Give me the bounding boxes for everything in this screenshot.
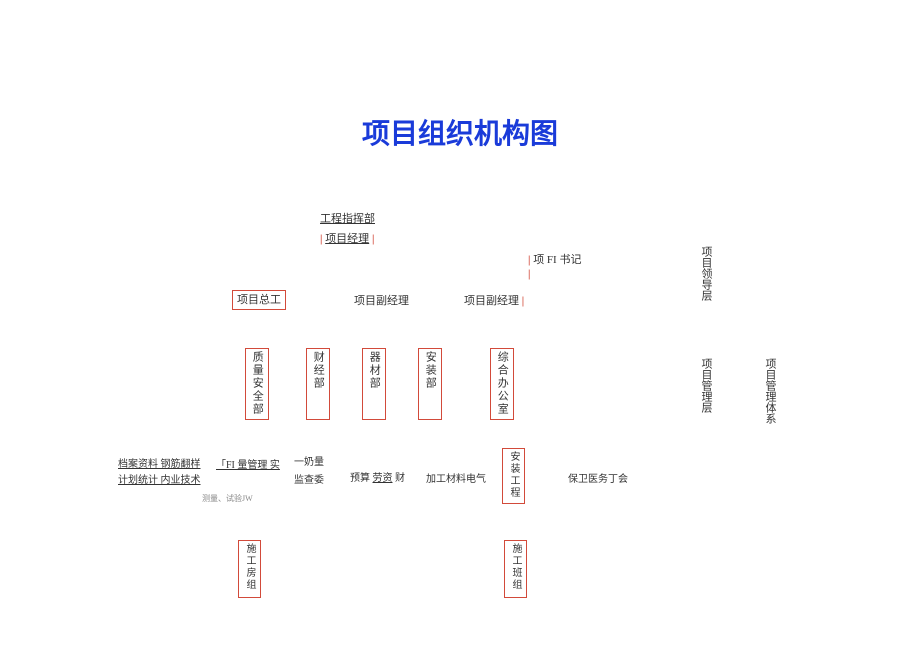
node-pm: | 项目经理 |: [320, 232, 374, 246]
bottom-team-1: 施工房组: [238, 540, 261, 598]
dept-office: 综合办公室: [490, 348, 514, 420]
func-milk: 一奶量: [294, 456, 324, 469]
func-plan: 计划统计 内业技术: [118, 474, 201, 487]
dept-equipment: 器材部: [362, 348, 386, 420]
func-material: 加工材料电气: [426, 473, 486, 486]
node-secretary: | 项 FI 书记 |: [528, 253, 581, 282]
side-management: 项目管理层: [698, 358, 714, 413]
dept-finance: 财经部: [306, 348, 330, 420]
node-command: 工程指挥部: [320, 212, 375, 226]
func-measure: 测量、试验JW: [202, 494, 253, 504]
func-install-eng: 安装工程: [502, 448, 525, 504]
node-chief: 项目总工: [232, 290, 286, 310]
dept-quality: 质量安全部: [245, 348, 269, 420]
func-budget: 预算 劳资 财: [350, 472, 405, 485]
func-security: 保卫医务丁会: [568, 473, 628, 486]
side-leadership: 项目领导层: [698, 246, 714, 301]
dept-install: 安装部: [418, 348, 442, 420]
func-audit: 监查委: [294, 474, 324, 487]
chart-title: 项目组织机构图: [0, 112, 920, 152]
side-system: 项目管理体系: [762, 358, 778, 424]
bottom-team-2: 施工班组: [504, 540, 527, 598]
node-deputy-1: 项目副经理: [354, 294, 409, 308]
func-quantity: 「FI 量管理 实: [216, 459, 280, 472]
node-deputy-2: 项目副经理 |: [464, 294, 524, 308]
func-archive: 档案资料 钢筋翻样: [118, 458, 201, 471]
